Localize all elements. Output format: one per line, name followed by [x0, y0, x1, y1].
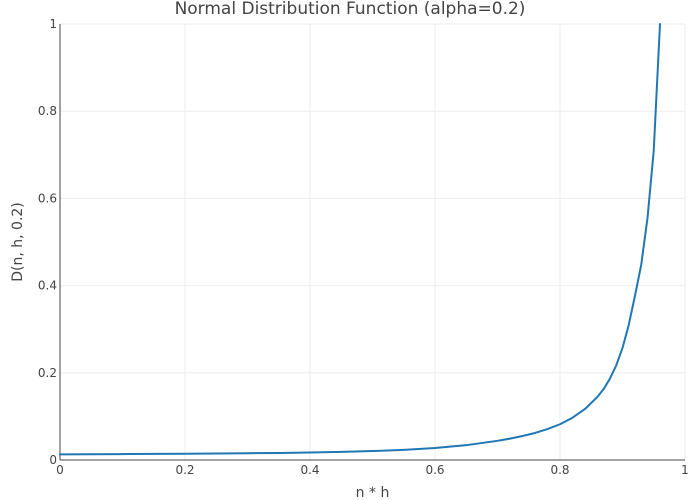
x-axis-title: n * h [356, 485, 390, 500]
x-tick-label: 1 [681, 463, 689, 477]
axes-layer [59, 24, 685, 461]
x-tick-label: 0.8 [550, 463, 569, 477]
y-tick-label: 0.4 [38, 279, 57, 293]
y-axis-title: D(n, h, 0.2) [10, 202, 26, 282]
x-tick-label: 0.4 [300, 463, 319, 477]
y-tick-label: 1 [49, 17, 57, 31]
series-layer [59, 23, 661, 456]
x-tick-label: 0 [56, 463, 64, 477]
y-tick-label: 0.6 [38, 191, 57, 205]
y-tick-label: 0.8 [38, 104, 57, 118]
x-tick-label: 0.2 [175, 463, 194, 477]
series-line-0 [59, 23, 661, 456]
y-tick-label: 0 [49, 453, 57, 467]
labels-layer: 0 0.2 0.4 0.6 0.8 1 0 0.2 0.4 0.6 0.8 1 [38, 17, 689, 477]
y-tick-label: 0.2 [38, 366, 57, 380]
chart-title: Normal Distribution Function (alpha=0.2) [175, 0, 526, 19]
grid-layer [60, 23, 686, 460]
x-tick-label: 0.6 [425, 463, 444, 477]
